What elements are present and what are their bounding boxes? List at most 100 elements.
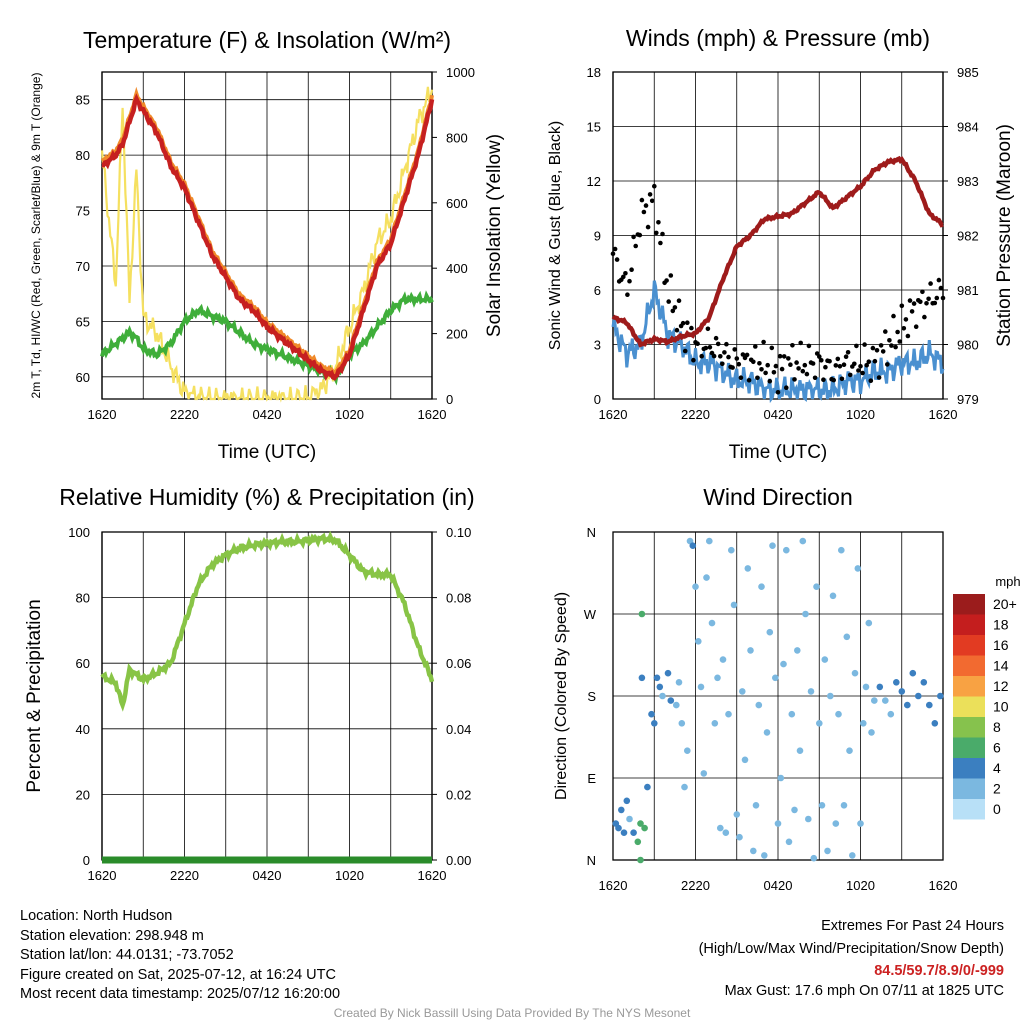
direction-point (851, 669, 859, 677)
direction-point (813, 583, 820, 590)
direction-point (755, 701, 763, 709)
panel-1: 60 65 70 75 80 85 0 200 400 600 800 1000 1620 2220 042… (29, 27, 505, 463)
gust-point (623, 271, 628, 276)
y-tick-label: W (584, 607, 597, 622)
y-tick-label: 70 (76, 259, 90, 274)
y-tick-label: 3 (594, 338, 601, 353)
gust-point (880, 349, 886, 354)
gust-point (691, 357, 696, 363)
direction-point (741, 756, 749, 764)
gust-point (718, 354, 723, 359)
station-location: Location: North Hudson (20, 908, 173, 924)
x-tick-label: 1020 (846, 878, 875, 893)
gust-point (779, 366, 785, 372)
direction-point (821, 656, 829, 663)
direction-point (739, 688, 746, 695)
y-tick-label: 15 (587, 120, 601, 135)
chart-title: Temperature (F) & Insolation (W/m²) (83, 27, 451, 53)
direction-point (868, 729, 875, 736)
direction-point (689, 542, 697, 549)
direction-point (769, 542, 776, 549)
gust-point (858, 364, 863, 369)
gust-point (901, 326, 907, 331)
direction-point (747, 647, 754, 654)
x-tick-label: 1620 (88, 868, 117, 883)
direction-point (785, 838, 793, 846)
direction-point (763, 729, 771, 736)
gust-point (732, 347, 737, 352)
direction-point (626, 815, 633, 823)
y2-tick-label: 979 (957, 392, 979, 407)
gust-point (895, 329, 900, 335)
gust-point (796, 366, 801, 371)
y-tick-label: E (587, 771, 596, 786)
legend-swatch (953, 594, 985, 615)
y-tick-label: 65 (76, 314, 90, 329)
direction-point (887, 710, 895, 718)
series-2m-temperature (101, 93, 435, 381)
direction-point (641, 824, 648, 832)
gust-point (817, 354, 822, 359)
legend-label: 6 (993, 740, 1001, 756)
y-tick-label: 60 (76, 370, 90, 385)
legend-swatch (953, 655, 985, 676)
gust-point (936, 277, 942, 283)
gust-point (645, 224, 651, 230)
gust-point (763, 370, 768, 376)
gust-point (907, 298, 913, 303)
y-tick-label: 9 (594, 229, 601, 244)
direction-point (816, 720, 823, 727)
gust-point (833, 363, 839, 368)
direction-point (733, 811, 741, 818)
y-tick-label: 18 (587, 65, 601, 80)
x-tick-label: 2220 (170, 407, 199, 422)
y2-tick-label: 200 (446, 327, 468, 342)
legend-label: 18 (993, 617, 1009, 633)
gust-point (874, 348, 880, 353)
gust-point (647, 192, 653, 197)
x-axis-label: Time (UTC) (729, 442, 828, 463)
direction-point (750, 847, 757, 855)
direction-point (794, 647, 801, 654)
gust-point (870, 345, 876, 351)
y2-tick-label: 984 (957, 120, 979, 135)
direction-point (882, 697, 889, 704)
direction-point (783, 546, 790, 554)
direction-point (893, 679, 900, 686)
gust-point (621, 274, 626, 280)
direction-point (788, 710, 796, 718)
y-tick-label: 75 (76, 204, 90, 219)
gust-point (722, 350, 727, 355)
legend-label: 16 (993, 637, 1009, 653)
direction-point (638, 610, 646, 618)
gust-point (682, 348, 688, 354)
gust-point (654, 230, 659, 236)
chart-title: Wind Direction (703, 484, 853, 510)
y-tick-label: N (587, 525, 596, 540)
y2-axis-label: Station Pressure (Maroon) (994, 124, 1015, 347)
direction-point (728, 546, 735, 554)
x-tick-label: 0420 (253, 407, 282, 422)
gust-point (868, 378, 874, 384)
gust-point (699, 353, 704, 359)
direction-point (700, 770, 708, 777)
direction-point (829, 592, 837, 600)
direction-point (730, 601, 738, 609)
gust-point (660, 231, 665, 237)
gust-point (940, 295, 946, 301)
y-tick-label: N (587, 853, 596, 868)
y-tick-label: 85 (76, 93, 90, 108)
y-tick-label: 6 (594, 283, 601, 298)
direction-point (634, 838, 642, 846)
gust-point (860, 370, 865, 376)
y-tick-label: 0 (83, 853, 90, 868)
gust-point (668, 273, 674, 278)
x-tick-label: 2220 (681, 878, 710, 893)
gust-point (852, 361, 857, 367)
chart-title: Relative Humidity (%) & Precipitation (i… (59, 484, 474, 510)
gust-point (781, 354, 787, 359)
direction-point (618, 806, 625, 814)
credit-line: Created By Nick Bassill Using Data Provi… (333, 1006, 691, 1020)
direction-point (774, 820, 782, 827)
